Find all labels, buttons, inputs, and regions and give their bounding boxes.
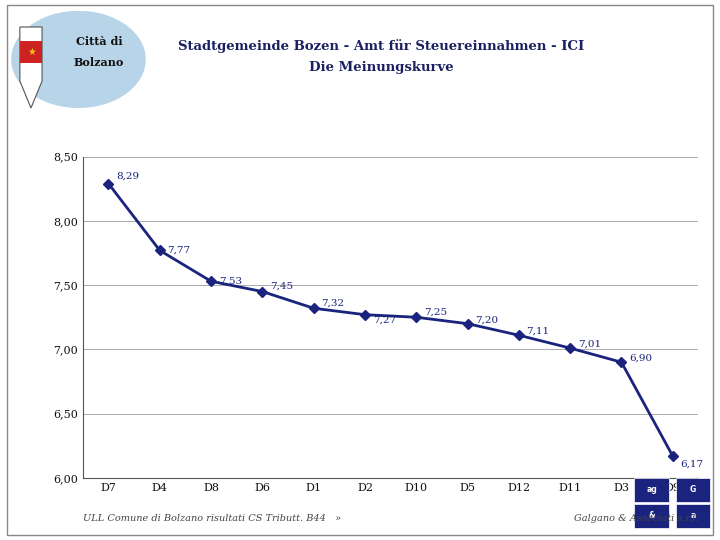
FancyBboxPatch shape bbox=[675, 504, 711, 528]
Text: 7,01: 7,01 bbox=[578, 340, 601, 349]
Text: &: & bbox=[649, 511, 655, 520]
Text: a: a bbox=[690, 511, 696, 520]
Text: Città di: Città di bbox=[76, 36, 122, 46]
Text: 7,32: 7,32 bbox=[321, 299, 344, 308]
Text: Die Meinungskurve: Die Meinungskurve bbox=[310, 61, 454, 74]
Text: 8,29: 8,29 bbox=[116, 171, 139, 180]
Text: ag: ag bbox=[647, 485, 657, 494]
Text: 6,90: 6,90 bbox=[629, 354, 652, 363]
Text: Galgano & Associati s.r.l.: Galgano & Associati s.r.l. bbox=[574, 514, 698, 523]
FancyBboxPatch shape bbox=[675, 478, 711, 502]
Text: 6,17: 6,17 bbox=[680, 459, 703, 468]
Ellipse shape bbox=[11, 11, 145, 108]
Polygon shape bbox=[20, 27, 42, 108]
Text: 7,27: 7,27 bbox=[373, 315, 396, 325]
Text: 7,20: 7,20 bbox=[475, 315, 498, 325]
Text: Stadtgemeinde Bozen - Amt für Steuereinnahmen - ICI: Stadtgemeinde Bozen - Amt für Steuereinn… bbox=[179, 39, 585, 53]
Text: 7,53: 7,53 bbox=[219, 277, 242, 286]
Text: 7,77: 7,77 bbox=[168, 246, 191, 255]
Text: 7,45: 7,45 bbox=[270, 282, 293, 291]
Text: 7,11: 7,11 bbox=[526, 327, 549, 336]
FancyBboxPatch shape bbox=[634, 478, 670, 502]
FancyBboxPatch shape bbox=[20, 41, 42, 63]
Text: G: G bbox=[690, 485, 696, 494]
Text: 7,25: 7,25 bbox=[424, 308, 447, 316]
Text: ULL Comune di Bolzano risultati CS Tributt. B44   »: ULL Comune di Bolzano risultati CS Tribu… bbox=[83, 514, 341, 523]
FancyBboxPatch shape bbox=[634, 504, 670, 528]
Text: ★: ★ bbox=[27, 48, 36, 57]
Text: Bolzano: Bolzano bbox=[74, 57, 125, 68]
